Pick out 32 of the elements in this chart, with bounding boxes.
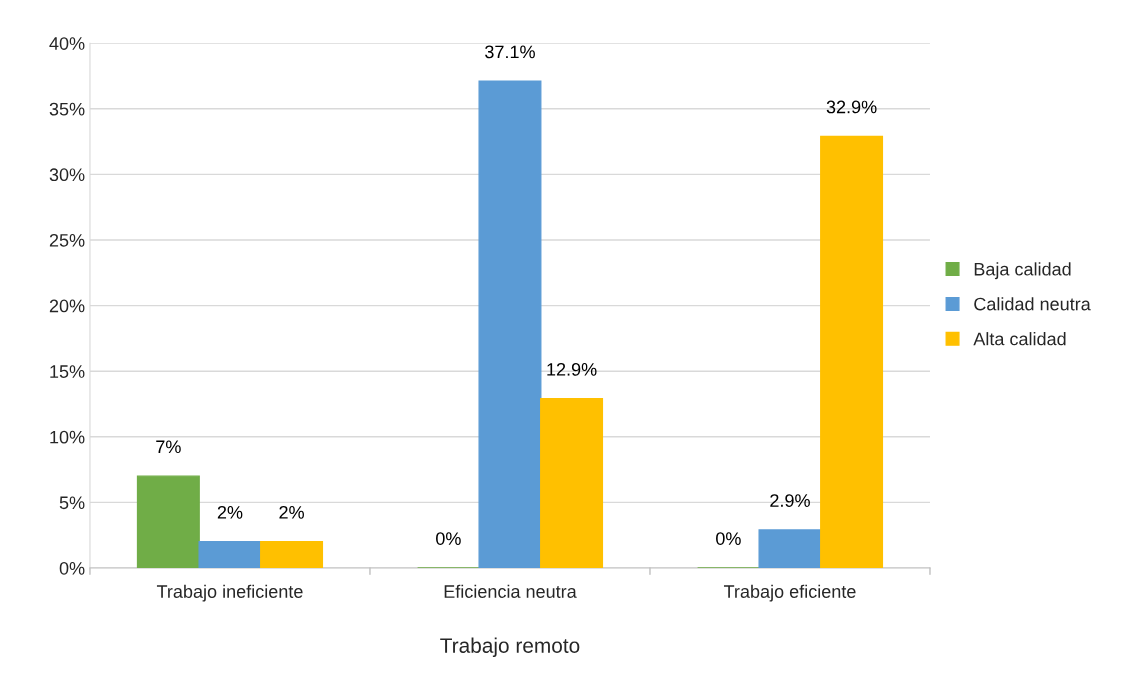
y-tick-label: 20% [49, 299, 85, 313]
y-tick-label: 15% [50, 365, 85, 378]
bar [136, 475, 200, 569]
data-label: 0% [436, 532, 461, 545]
data-label: 2.9% [770, 494, 810, 507]
y-tick-label: 40% [49, 37, 85, 50]
data-label: 12.9% [547, 362, 597, 376]
bar [758, 529, 822, 569]
y-tick-label: 25% [49, 233, 85, 247]
legend-label: Alta calidad [973, 332, 1066, 346]
legend-label: Baja calidad [974, 262, 1071, 280]
bar [260, 541, 324, 569]
bar [540, 398, 604, 569]
data-label: 0% [716, 532, 741, 545]
y-tick-label: 10% [50, 430, 85, 444]
y-tick-label: 5% [59, 496, 85, 510]
bar [820, 135, 884, 569]
data-label: 2% [279, 505, 304, 519]
data-label: 2% [217, 505, 243, 519]
x-tick-label: Eficiencia neutra [444, 584, 577, 598]
bar [198, 541, 262, 569]
y-tick-label: 30% [49, 168, 85, 182]
bar [478, 80, 542, 569]
x-tick-label: Trabajo eficiente [723, 584, 856, 602]
data-label: 7% [156, 440, 181, 454]
y-tick-label: 0% [59, 561, 85, 575]
x-tick-label: Trabajo ineficiente [156, 584, 303, 602]
data-label: 32.9% [826, 100, 877, 114]
y-tick-label: 35% [49, 102, 85, 116]
legend-label: Calidad neutra [974, 297, 1091, 311]
x-axis-title: Trabajo remoto [440, 637, 580, 658]
data-label: 37.1% [485, 45, 535, 59]
